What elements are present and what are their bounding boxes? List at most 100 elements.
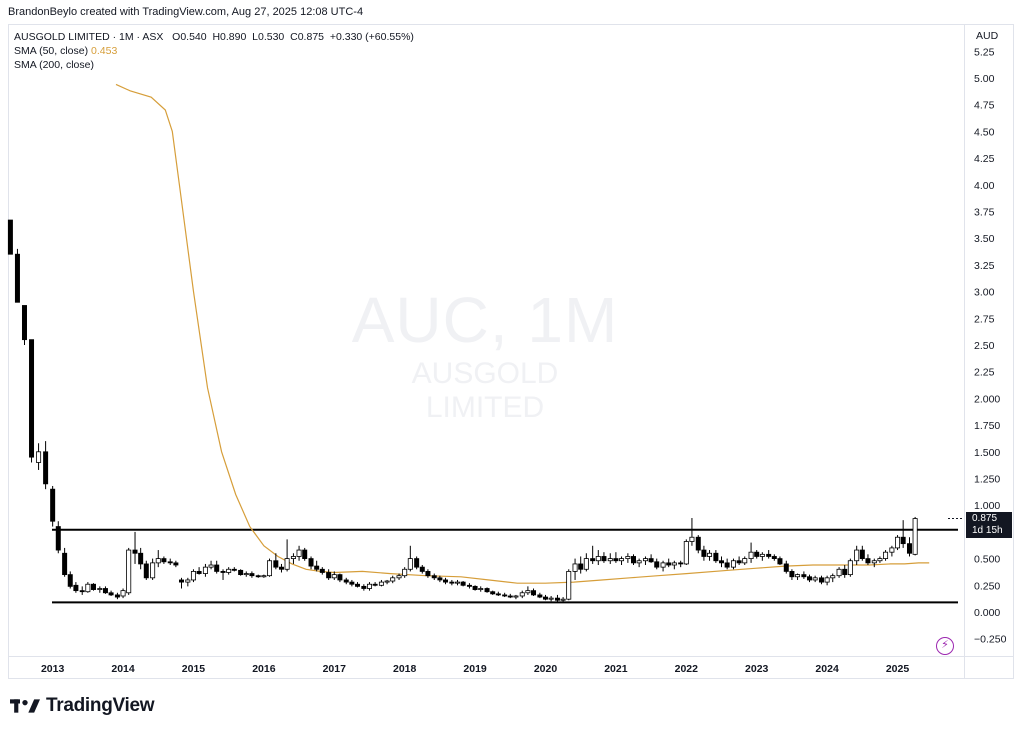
candle xyxy=(502,592,508,598)
y-tick-label: 3.00 xyxy=(974,287,995,299)
candle xyxy=(736,556,742,566)
candle xyxy=(67,571,73,589)
candle-body xyxy=(284,558,290,570)
candle xyxy=(889,545,895,557)
candle xyxy=(50,485,56,527)
candle xyxy=(290,553,296,564)
candle-body xyxy=(654,561,660,568)
currency-label[interactable]: AUD xyxy=(976,30,999,42)
candle-body xyxy=(331,574,337,579)
y-tick-label: −0.250 xyxy=(974,634,1007,646)
candle-body xyxy=(836,568,842,577)
candle-body xyxy=(396,575,402,579)
candle xyxy=(895,535,901,551)
candle-body xyxy=(795,574,801,578)
sma200-legend-row[interactable]: SMA (200, close) xyxy=(14,58,414,72)
candle xyxy=(759,552,765,561)
candle xyxy=(842,565,848,578)
candle-body xyxy=(190,571,196,581)
candle-body xyxy=(402,568,408,577)
candle-body xyxy=(361,585,367,589)
candle-body xyxy=(231,568,237,571)
candle-body xyxy=(507,595,513,598)
candle xyxy=(783,560,789,574)
candle-body xyxy=(355,583,361,587)
candle xyxy=(613,552,619,563)
candle-body xyxy=(220,571,226,573)
candle xyxy=(607,553,613,564)
candle-body xyxy=(73,584,79,592)
candle-body xyxy=(243,573,249,576)
candle-body xyxy=(671,562,677,566)
candle-body xyxy=(278,566,284,570)
chart-caption: BrandonBeylo created with TradingView.co… xyxy=(8,6,364,18)
candle xyxy=(537,592,543,599)
candle-body xyxy=(390,577,396,582)
candle-body xyxy=(407,558,413,570)
lightning-icon[interactable]: ⚡ xyxy=(936,637,954,655)
candle-body xyxy=(871,560,877,564)
candle xyxy=(560,597,566,603)
candle xyxy=(202,563,208,577)
candle-body xyxy=(730,560,736,568)
candle-body xyxy=(542,596,548,600)
candle-body xyxy=(161,558,167,563)
candle xyxy=(419,565,425,574)
tradingview-branding[interactable]: TradingView xyxy=(10,694,155,718)
candle-body xyxy=(472,585,478,590)
close-label: C xyxy=(290,31,298,43)
candle-body xyxy=(495,593,501,596)
candle-body xyxy=(79,590,85,593)
sma50-line xyxy=(115,83,930,584)
candle xyxy=(490,590,496,595)
candle-body xyxy=(290,556,296,559)
candle-body xyxy=(326,572,332,579)
candle-body xyxy=(443,579,449,583)
y-tick-label: 2.000 xyxy=(974,393,1000,405)
candle xyxy=(79,586,85,595)
candle xyxy=(478,586,484,592)
candle xyxy=(695,535,701,554)
y-tick-label: 0.250 xyxy=(974,580,1000,592)
candle-body xyxy=(854,549,860,562)
sma50-label: SMA (50, close) xyxy=(14,45,89,57)
candle xyxy=(7,219,13,255)
candle xyxy=(185,577,191,587)
candle xyxy=(507,593,513,599)
candle xyxy=(437,575,443,583)
candle-body xyxy=(783,563,789,572)
candle xyxy=(331,571,337,580)
candle-body xyxy=(554,597,560,601)
candle xyxy=(249,571,255,578)
sma50-legend-row[interactable]: SMA (50, close) 0.453 xyxy=(14,44,414,58)
candle xyxy=(554,594,560,603)
candle xyxy=(595,550,601,566)
candle xyxy=(742,556,748,566)
x-tick-label: 2014 xyxy=(111,663,135,675)
candle xyxy=(495,591,501,596)
tradingview-logo-icon xyxy=(10,699,40,713)
sma200-label: SMA (200, close) xyxy=(14,59,94,71)
candle xyxy=(407,545,413,572)
symbol-ohlc-row[interactable]: AUSGOLD LIMITED · 1M · ASX O0.540 H0.890… xyxy=(14,30,414,44)
low-value: 0.530 xyxy=(258,31,285,43)
candle xyxy=(513,594,519,600)
y-tick-label: 1.500 xyxy=(974,447,1000,459)
price-axis-divider xyxy=(964,24,965,679)
candle-body xyxy=(642,558,648,562)
candle xyxy=(308,556,314,570)
candle-body xyxy=(777,558,783,565)
x-tick-label: 2022 xyxy=(675,663,699,675)
candle xyxy=(754,550,760,559)
y-tick-label: 5.25 xyxy=(974,46,995,58)
candle-body xyxy=(666,562,672,566)
candle xyxy=(120,588,126,599)
x-tick-label: 2015 xyxy=(182,663,206,675)
candle xyxy=(155,550,161,568)
candle-body xyxy=(155,558,161,564)
candle-body xyxy=(548,597,554,600)
candle-body xyxy=(425,571,431,577)
candle xyxy=(636,558,642,568)
candle xyxy=(114,592,120,600)
